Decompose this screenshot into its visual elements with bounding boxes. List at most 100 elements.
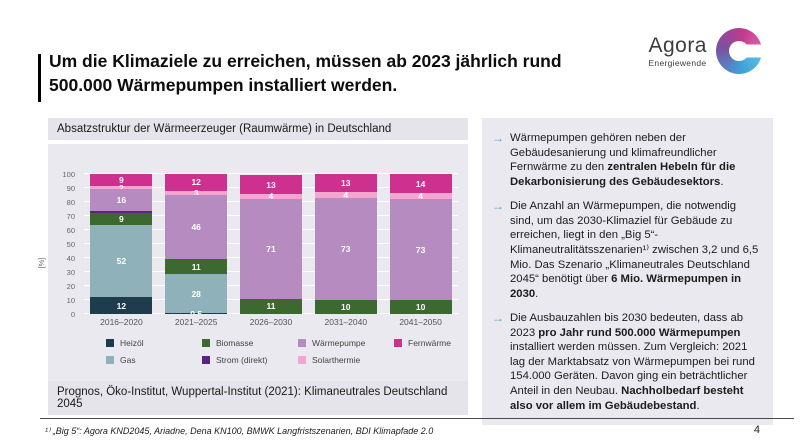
stacked-bar-2021–2025: 0,5 28 11 46 3 12 bbox=[165, 174, 228, 314]
key-findings-panel: → Wärmepumpen gehören neben der Gebäudesa… bbox=[482, 118, 773, 426]
logo-subtitle: Energiewende bbox=[648, 57, 707, 68]
bar-segment: 9 bbox=[90, 174, 153, 187]
arrow-icon: → bbox=[492, 131, 504, 145]
bullet-item: → Wärmepumpen gehören neben der Gebäudesa… bbox=[492, 131, 761, 189]
bar-segment: 12 bbox=[90, 297, 153, 314]
stacked-bar-2041–2050: 10 73 4 14 bbox=[389, 174, 452, 314]
bar-segment bbox=[90, 211, 153, 213]
bar-value-label: 12 bbox=[191, 177, 201, 188]
chart-source: Prognos, Öko-Institut, Wuppertal-Institu… bbox=[48, 381, 468, 415]
bullet-item: → Die Anzahl an Wärmepumpen, die notwendi… bbox=[492, 199, 761, 301]
legend-label: Fernwärme bbox=[408, 338, 451, 348]
bar-segment: 10 bbox=[389, 300, 452, 314]
logo-name: Agora bbox=[648, 33, 707, 57]
x-axis-tick-label: 2026–2030 bbox=[249, 317, 293, 327]
bar-segment: 4 bbox=[239, 191, 302, 202]
x-axis-tick-label: 2041–2050 bbox=[399, 317, 442, 327]
legend-label: Strom (direkt) bbox=[216, 355, 268, 365]
bar-segment: 73 bbox=[389, 198, 452, 301]
legend-item: Heizöl bbox=[106, 338, 176, 348]
arrow-icon: → bbox=[492, 199, 504, 214]
bullet-text: Die Anzahl an Wärmepumpen, die notwendig… bbox=[510, 200, 759, 300]
bar-segment: 13 bbox=[239, 175, 302, 194]
gridline bbox=[84, 173, 458, 174]
bar-value-label: 0,5 bbox=[190, 308, 203, 314]
bullet-item: → Die Ausbauzahlen bis 2030 bedeuten, das… bbox=[492, 311, 761, 413]
chart-panel: Absatzstruktur der Wärmeerzeuger (Raumwä… bbox=[37, 118, 468, 415]
legend-swatch-icon bbox=[394, 339, 402, 347]
bars-row: 12 52 9 16 2 9 0,5 28 11 46 3 12 11 71 4 13 10 73 4 13 10 73 4… bbox=[84, 174, 458, 314]
bar-segment: 28 bbox=[165, 274, 228, 314]
bar-segment: 11 bbox=[165, 259, 228, 275]
legend-label: Heizöl bbox=[120, 338, 144, 348]
bar-segment: 16 bbox=[90, 189, 153, 212]
bar-segment: 0,5 bbox=[165, 308, 228, 314]
legend-item: Biomasse bbox=[202, 338, 272, 348]
bar-value-label: 12 bbox=[116, 300, 127, 311]
bar-value-label: 10 bbox=[415, 302, 426, 313]
y-axis-tick-label: 40 bbox=[66, 253, 75, 263]
y-axis-tick-label: 60 bbox=[66, 225, 75, 235]
y-axis-label: [%] bbox=[36, 257, 46, 268]
stacked-bar-2026–2030: 11 71 4 13 bbox=[239, 174, 302, 314]
title-accent-rule bbox=[38, 54, 41, 102]
bar-value-label: 4 bbox=[268, 191, 274, 202]
legend-swatch-icon bbox=[298, 356, 306, 364]
chart-body: [%] 0 10 20 30 40 50 60 70 80 90 100 12 52 9 16 2 9 0,5 2… bbox=[37, 144, 468, 381]
agora-logo: Agora Energiewende bbox=[648, 28, 762, 74]
bullet-text: Wärmepumpen gehören neben der Gebäudesan… bbox=[510, 132, 736, 188]
bar-value-label: 2 bbox=[119, 182, 124, 193]
bar-segment: 4 bbox=[389, 191, 452, 202]
chart-legend: Heizöl Gas Biomasse Strom (direkt) Wärmepump… bbox=[106, 338, 464, 365]
legend-label: Wärmepumpe bbox=[312, 338, 366, 348]
bar-slot: 0,5 28 11 46 3 12 bbox=[159, 174, 234, 314]
bar-value-label: 9 bbox=[119, 175, 124, 186]
x-axis-tick-label: 2021–2025 bbox=[174, 317, 218, 327]
y-axis-tick-label: 50 bbox=[66, 239, 75, 249]
x-axis-labels: 2016–2020 2021–2025 2026–2030 2031–2040 2041… bbox=[84, 317, 458, 327]
bar-segment: 2 bbox=[90, 182, 153, 193]
y-axis-tick-label: 20 bbox=[66, 281, 75, 291]
bar-segment: 10 bbox=[314, 300, 377, 314]
bar-segment: 12 bbox=[165, 174, 228, 191]
y-axis-tick-label: 80 bbox=[66, 197, 75, 207]
bar-value-label: 28 bbox=[191, 288, 201, 299]
bar-value-label: 4 bbox=[418, 191, 423, 202]
bar-value-label: 16 bbox=[116, 195, 127, 206]
y-axis-tick-label: 70 bbox=[66, 211, 75, 221]
x-axis-tick-label: 2016–2020 bbox=[100, 317, 143, 327]
x-axis-tick-label: 2031–2040 bbox=[324, 317, 368, 327]
legend-label: Gas bbox=[120, 355, 136, 365]
arrow-icon: → bbox=[492, 311, 504, 326]
bullet-text: Die Ausbauzahlen bis 2030 bedeuten, dass… bbox=[510, 312, 755, 412]
bar-segment: 52 bbox=[90, 225, 153, 298]
legend-label: Biomasse bbox=[216, 338, 254, 348]
footer-divider bbox=[40, 418, 794, 419]
bar-value-label: 10 bbox=[341, 302, 351, 312]
stacked-bar-2016–2020: 12 52 9 16 2 9 bbox=[90, 174, 153, 314]
legend-item: Fernwärme bbox=[394, 338, 464, 348]
bar-segment: 11 bbox=[239, 298, 302, 314]
bar-slot: 12 52 9 16 2 9 bbox=[84, 174, 159, 314]
legend-item: Strom (direkt) bbox=[202, 355, 272, 365]
bar-value-label: 14 bbox=[415, 178, 426, 189]
bar-value-label: 13 bbox=[341, 178, 351, 189]
page-number: 4 bbox=[753, 424, 760, 436]
legend-swatch-icon bbox=[106, 339, 114, 347]
bar-segment: 73 bbox=[314, 197, 377, 300]
agora-c-logo-icon bbox=[716, 28, 762, 74]
bar-segment: 13 bbox=[314, 174, 377, 193]
legend-swatch-icon bbox=[298, 339, 306, 347]
bar-segment: 14 bbox=[389, 174, 452, 194]
bar-segment: 71 bbox=[239, 199, 302, 299]
legend-swatch-icon bbox=[202, 356, 210, 364]
bar-segment: 9 bbox=[90, 212, 153, 226]
bar-value-label: 11 bbox=[191, 261, 201, 272]
y-axis-tick-label: 100 bbox=[62, 169, 75, 179]
y-axis-tick-label: 90 bbox=[66, 183, 75, 193]
legend-item: Wärmepumpe bbox=[298, 338, 368, 348]
chart-area: 0 10 20 30 40 50 60 70 80 90 100 12 52 9 16 2 9 0,5 28 11 4… bbox=[56, 170, 460, 317]
bar-value-label: 13 bbox=[266, 179, 276, 190]
bar-slot: 10 73 4 13 bbox=[308, 174, 383, 314]
